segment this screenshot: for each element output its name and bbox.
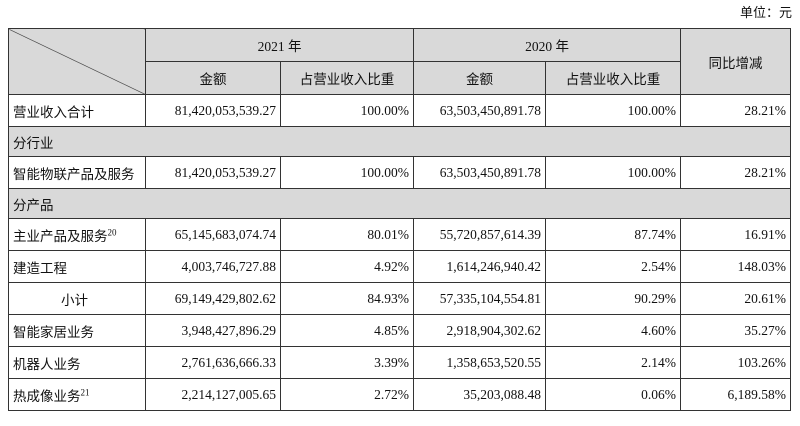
value-cell: 103.26%: [680, 346, 791, 379]
value-cell: 80.01%: [280, 218, 414, 251]
value-cell: 84.93%: [280, 282, 414, 315]
data-row: 小计 69,149,429,802.62 84.93% 57,335,104,554.…: [8, 282, 791, 315]
value-cell: 6,189.58%: [680, 378, 791, 411]
value-cell: 69,149,429,802.62: [145, 282, 281, 315]
change-header: 同比增减: [680, 28, 791, 95]
row-label: 智能物联产品及服务: [8, 156, 146, 189]
row-label: 智能家居业务: [8, 314, 146, 347]
subheader: 金额: [145, 61, 281, 95]
footnote-ref: 20: [107, 227, 117, 237]
section-row: 分产品: [8, 188, 791, 219]
value-cell: 2.14%: [545, 346, 681, 379]
footnote-ref: 21: [80, 387, 90, 397]
value-cell: 4.92%: [280, 250, 414, 283]
value-cell: 4.60%: [545, 314, 681, 347]
revenue-table: 2021 年 2020 年 同比增减 金额 占营业收入比重 金额 占营业收入比重…: [8, 28, 791, 411]
value-cell: 87.74%: [545, 218, 681, 251]
value-cell: 90.29%: [545, 282, 681, 315]
row-label-text: 建造工程: [13, 260, 67, 276]
year-header: 2020 年: [413, 28, 681, 62]
value-cell: 2,214,127,005.65: [145, 378, 281, 411]
value-cell: 3.39%: [280, 346, 414, 379]
value-cell: 4.85%: [280, 314, 414, 347]
value-cell: 3,948,427,896.29: [145, 314, 281, 347]
subheader: 金额: [413, 61, 546, 95]
value-cell: 55,720,857,614.39: [413, 218, 546, 251]
value-cell: 81,420,053,539.27: [145, 94, 281, 127]
value-cell: 63,503,450,891.78: [413, 94, 546, 127]
value-cell: 57,335,104,554.81: [413, 282, 546, 315]
year-header: 2021 年: [145, 28, 414, 62]
row-label-text: 营业收入合计: [13, 104, 94, 120]
value-cell: 63,503,450,891.78: [413, 156, 546, 189]
value-cell: 100.00%: [280, 156, 414, 189]
value-cell: 4,003,746,727.88: [145, 250, 281, 283]
value-cell: 35,203,088.48: [413, 378, 546, 411]
value-cell: 16.91%: [680, 218, 791, 251]
value-cell: 2,918,904,302.62: [413, 314, 546, 347]
value-cell: 28.21%: [680, 156, 791, 189]
value-cell: 100.00%: [545, 156, 681, 189]
section-row: 分行业: [8, 126, 791, 157]
row-label-text: 机器人业务: [13, 356, 81, 372]
row-label: 机器人业务: [8, 346, 146, 379]
value-cell: 1,614,246,940.42: [413, 250, 546, 283]
value-cell: 35.27%: [680, 314, 791, 347]
row-label: 小计: [8, 282, 146, 315]
data-row: 机器人业务 2,761,636,666.33 3.39% 1,358,653,520.…: [8, 346, 791, 379]
value-cell: 100.00%: [545, 94, 681, 127]
value-cell: 0.06%: [545, 378, 681, 411]
value-cell: 100.00%: [280, 94, 414, 127]
row-label: 建造工程: [8, 250, 146, 283]
value-cell: 2.54%: [545, 250, 681, 283]
header-row: 金额 占营业收入比重 金额 占营业收入比重: [9, 61, 791, 95]
row-label-text: 主业产品及服务: [13, 228, 108, 244]
value-cell: 2.72%: [280, 378, 414, 411]
data-row: 智能物联产品及服务 81,420,053,539.27 100.00% 63,503,…: [8, 156, 791, 189]
value-cell: 81,420,053,539.27: [145, 156, 281, 189]
row-label-text: 智能物联产品及服务: [13, 166, 135, 182]
subheader: 占营业收入比重: [545, 61, 681, 95]
row-label: 主业产品及服务20: [8, 218, 146, 251]
value-cell: 1,358,653,520.55: [413, 346, 546, 379]
value-cell: 65,145,683,074.74: [145, 218, 281, 251]
unit-label: 单位：元: [739, 5, 792, 20]
row-label: 营业收入合计: [8, 94, 146, 127]
row-label-text: 小计: [61, 292, 88, 308]
data-row: 营业收入合计 81,420,053,539.27 100.00% 63,503,450…: [8, 94, 791, 127]
data-row: 建造工程 4,003,746,727.88 4.92% 1,614,246,940.4…: [8, 250, 791, 283]
row-label: 热成像业务21: [8, 378, 146, 411]
data-row: 智能家居业务 3,948,427,896.29 4.85% 2,918,904,302…: [8, 314, 791, 347]
value-cell: 148.03%: [680, 250, 791, 283]
table-body: 2021 年 2020 年 同比增减 金额 占营业收入比重 金额 占营业收入比重…: [8, 28, 791, 411]
value-cell: 28.21%: [680, 94, 791, 127]
section-label: 分行业: [8, 126, 791, 157]
section-label: 分产品: [8, 188, 791, 219]
corner-cell: [8, 28, 146, 95]
row-label-text: 智能家居业务: [13, 324, 94, 340]
row-label-text: 热成像业务: [13, 388, 81, 404]
value-cell: 20.61%: [680, 282, 791, 315]
value-cell: 2,761,636,666.33: [145, 346, 281, 379]
header-row: 2021 年 2020 年 同比增减: [8, 28, 791, 95]
data-row: 热成像业务21 2,214,127,005.65 2.72% 35,203,088.4…: [8, 378, 791, 411]
subheader: 占营业收入比重: [280, 61, 414, 95]
data-row: 主业产品及服务20 65,145,683,074.74 80.01% 55,720,8…: [8, 218, 791, 251]
